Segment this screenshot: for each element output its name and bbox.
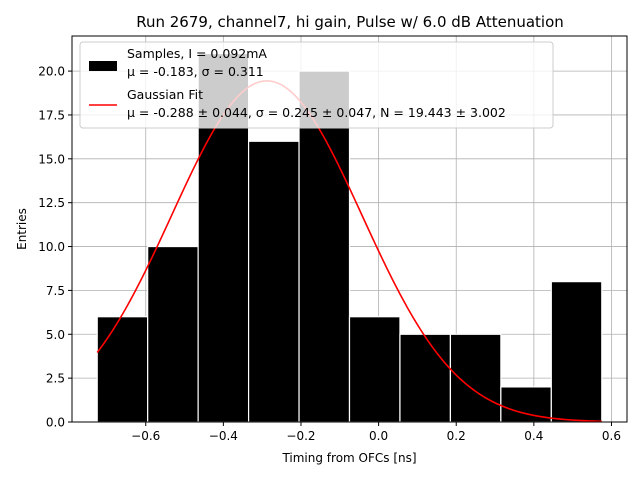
x-tick-label: 0.6: [602, 429, 621, 443]
y-axis-ticks: 0.0 2.5 5.0 7.5 10.0 12.5 15.0 17.5 20.0: [38, 65, 72, 430]
x-axis-label: Timing from OFCs [ns]: [281, 451, 416, 465]
x-axis-ticks: −0.6 −0.4 −0.2 0.0 0.2 0.4 0.6: [131, 422, 621, 443]
y-tick-label: 0.0: [46, 416, 65, 430]
plot-frame: [71, 35, 628, 423]
y-tick-label: 2.5: [46, 372, 65, 386]
legend-fit-stats: μ = -0.288 ± 0.044, σ = 0.245 ± 0.047, N…: [127, 105, 506, 120]
legend-samples-stats: μ = -0.183, σ = 0.311: [127, 64, 264, 79]
histogram-bar: [348, 316, 401, 423]
histogram-bar: [147, 245, 199, 423]
histogram-bar: [550, 281, 603, 423]
legend-fit-label: Gaussian Fit: [127, 87, 203, 102]
histogram-bar: [247, 140, 300, 423]
histogram-bar: [298, 70, 351, 423]
legend-box: [79, 41, 554, 129]
x-tick-label: 0.2: [447, 429, 466, 443]
legend-samples-swatch: [89, 61, 117, 71]
x-tick-label: 0.0: [369, 429, 388, 443]
x-tick-label: 0.4: [524, 429, 543, 443]
y-tick-label: 12.5: [38, 196, 65, 210]
chart-title: Run 2679, channel7, hi gain, Pulse w/ 6.…: [136, 13, 564, 31]
histogram-bar: [449, 333, 502, 423]
histogram-bar: [399, 333, 452, 423]
y-tick-label: 5.0: [46, 328, 65, 342]
x-tick-label: −0.6: [131, 429, 160, 443]
y-tick-label: 17.5: [38, 108, 65, 122]
x-tick-label: −0.2: [286, 429, 315, 443]
histogram-bar: [96, 316, 149, 423]
y-axis-label: Entries: [15, 208, 29, 250]
legend: Samples, I = 0.092mA μ = -0.183, σ = 0.3…: [79, 41, 554, 129]
gaussian-fit-curve: [96, 80, 602, 423]
legend-samples-label: Samples, I = 0.092mA: [127, 46, 267, 61]
y-tick-label: 20.0: [38, 65, 65, 79]
x-tick-label: −0.4: [209, 429, 238, 443]
y-tick-label: 15.0: [38, 152, 65, 166]
y-tick-label: 7.5: [46, 284, 65, 298]
y-tick-label: 10.0: [38, 240, 65, 254]
fit-layer: [96, 80, 602, 423]
